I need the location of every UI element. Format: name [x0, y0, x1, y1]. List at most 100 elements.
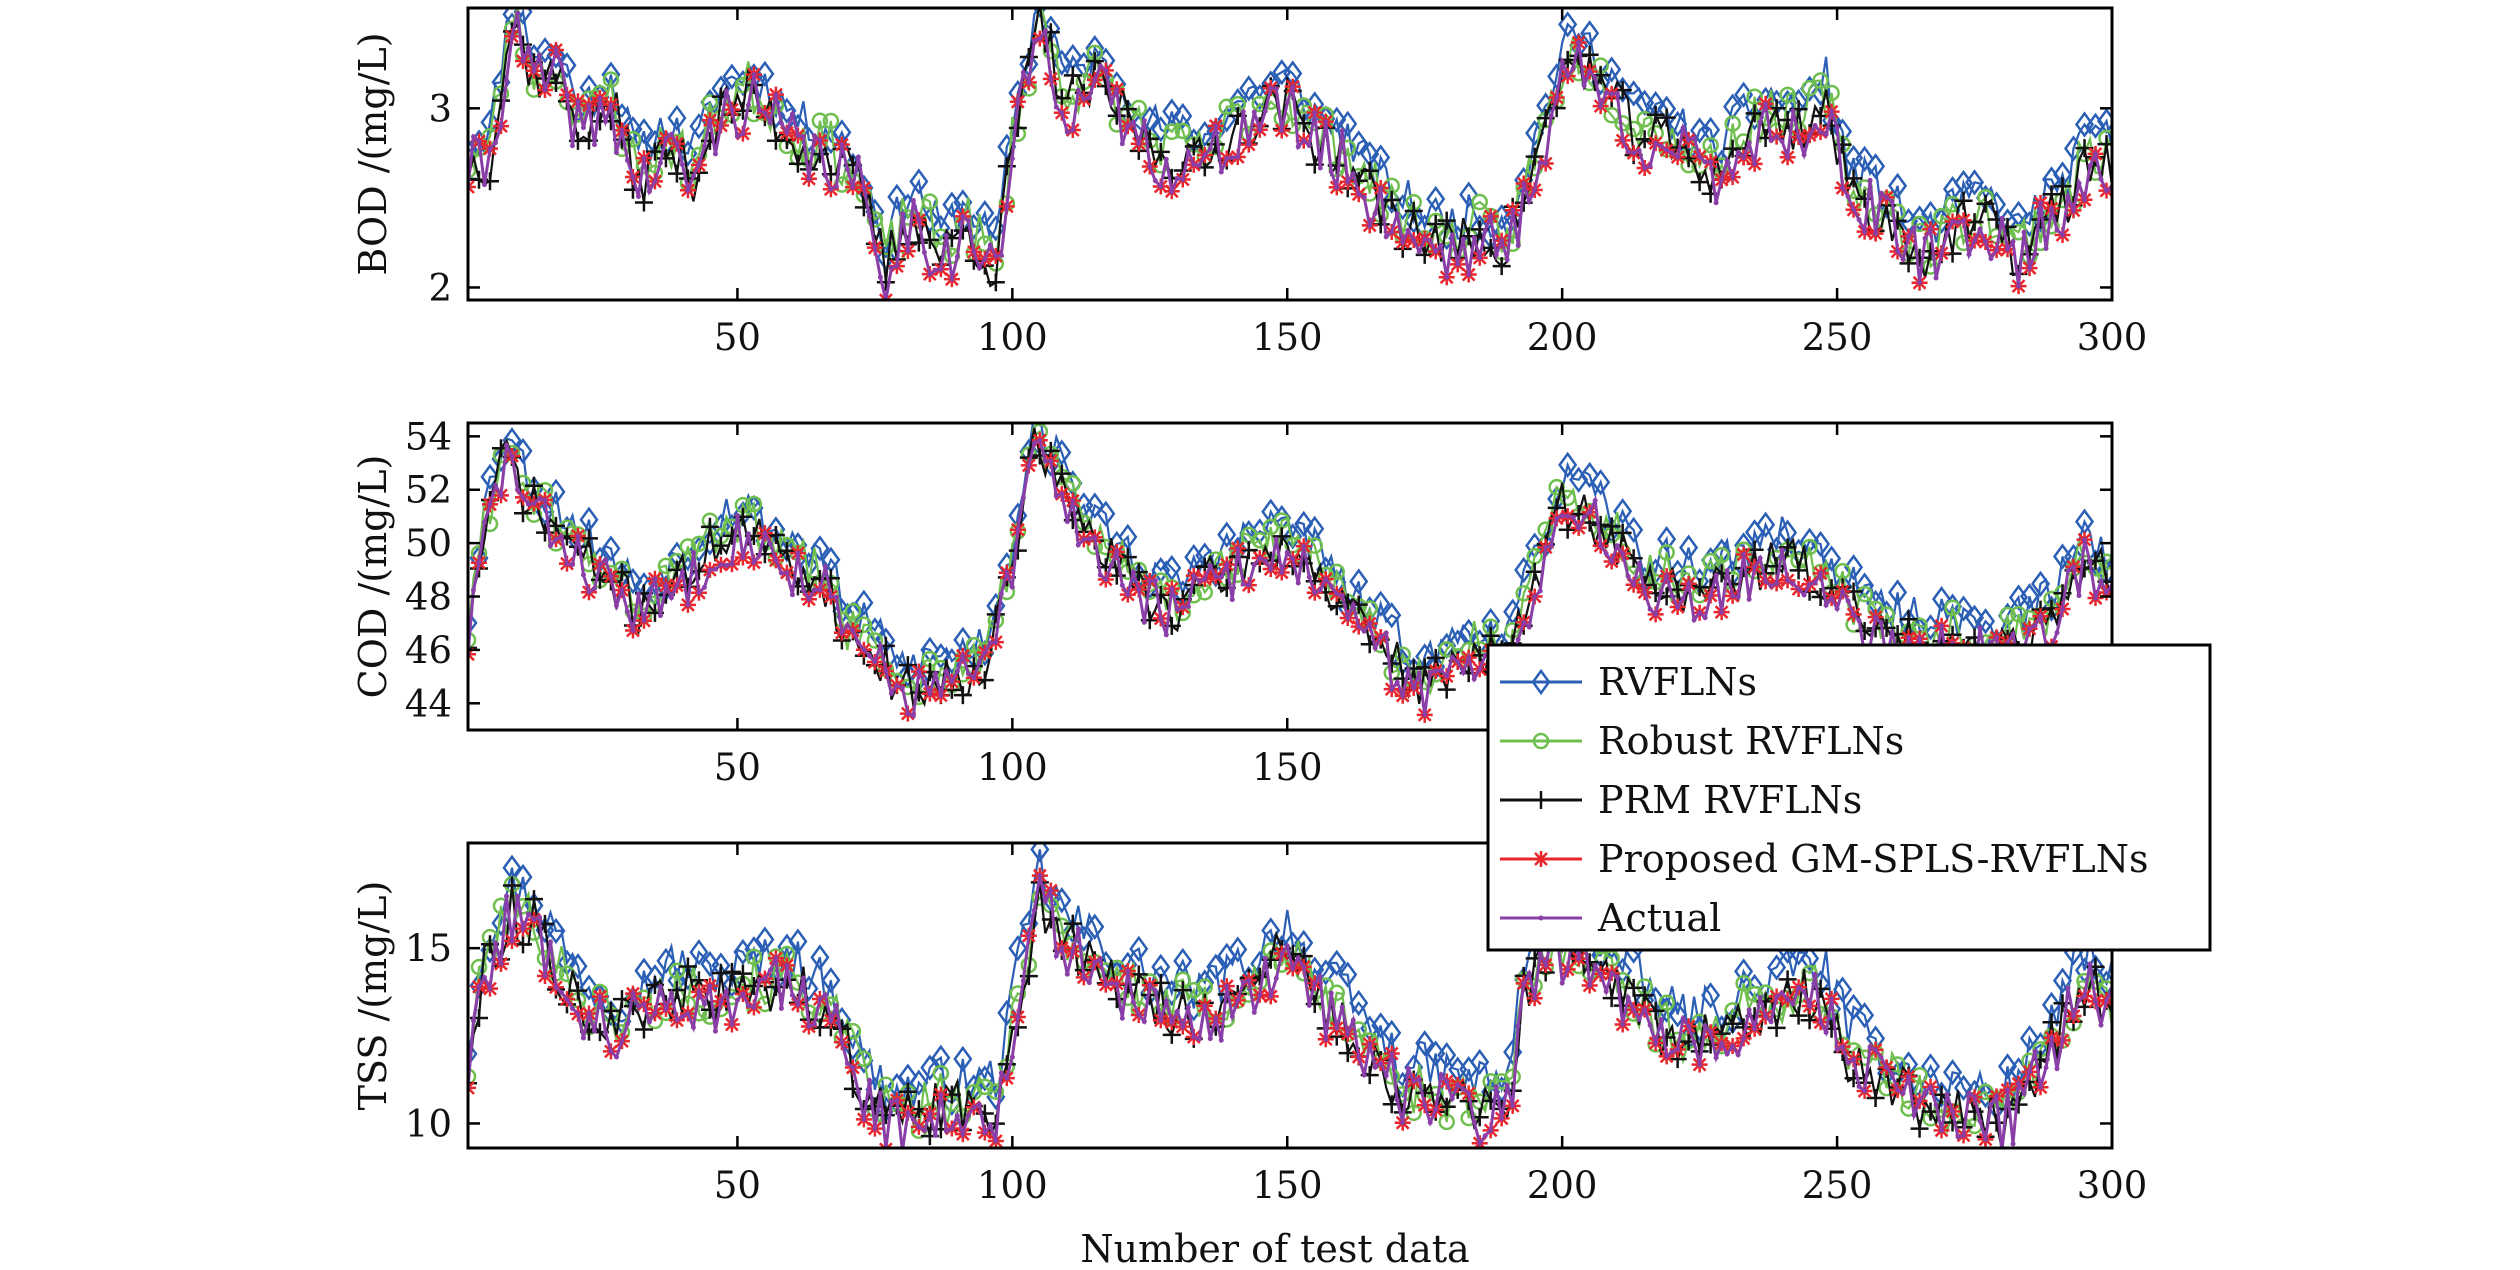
legend-marker — [1532, 791, 1550, 809]
data-point — [1053, 493, 1059, 499]
data-point — [2104, 997, 2110, 1003]
data-point — [1812, 971, 1818, 977]
data-point — [810, 944, 830, 971]
data-point — [1031, 907, 1037, 913]
data-point — [1741, 552, 1747, 558]
data-point — [1928, 1084, 1934, 1090]
data-point — [1669, 150, 1675, 156]
data-point — [1785, 154, 1791, 160]
data-point — [1306, 142, 1312, 148]
data-point — [1719, 1040, 1725, 1046]
data-point — [1845, 1060, 1851, 1066]
data-point — [1800, 945, 1820, 972]
data-point — [1888, 579, 1908, 606]
data-point — [1191, 1034, 1197, 1040]
data-point — [784, 570, 790, 576]
data-point — [1856, 1083, 1862, 1089]
data-point — [520, 926, 526, 932]
data-point — [602, 118, 608, 124]
data-point — [1059, 491, 1065, 497]
data-point — [1262, 108, 1268, 114]
data-point — [916, 217, 922, 223]
data-point — [1020, 495, 1026, 501]
legend-label: PRM RVFLNs — [1598, 778, 1862, 822]
data-point — [1257, 555, 1263, 561]
data-point — [2093, 151, 2099, 157]
data-point — [525, 501, 531, 507]
data-point — [1521, 181, 1527, 187]
data-point — [1038, 8, 1042, 12]
data-point — [1103, 67, 1109, 73]
data-point — [982, 650, 988, 656]
data-point — [476, 560, 482, 566]
data-point — [487, 986, 493, 992]
data-point — [1723, 1014, 1742, 1033]
data-point — [546, 917, 566, 945]
data-point — [575, 98, 581, 104]
data-point — [1273, 536, 1279, 542]
data-point — [986, 273, 1005, 292]
data-point — [920, 1054, 940, 1081]
data-point — [1438, 242, 1444, 248]
data-point — [1972, 238, 1978, 244]
data-point — [1218, 169, 1224, 175]
data-point — [1921, 1053, 1941, 1080]
data-point — [1774, 580, 1780, 586]
data-point — [1147, 578, 1153, 584]
data-point — [1955, 1134, 1961, 1140]
data-point — [1844, 1069, 1863, 1088]
data-point — [1889, 629, 1895, 635]
series-line — [468, 12, 2112, 300]
data-point — [1741, 154, 1747, 160]
data-point — [2104, 589, 2110, 595]
data-point — [1906, 1074, 1912, 1080]
data-point — [1196, 978, 1214, 996]
data-point — [1273, 975, 1279, 981]
data-point — [1466, 272, 1472, 278]
data-point — [1427, 1120, 1433, 1126]
data-point — [674, 1017, 680, 1023]
y-axis-label: COD /(mg/L) — [351, 455, 395, 699]
data-point — [756, 107, 762, 113]
data-point — [542, 973, 548, 979]
data-point — [1316, 959, 1336, 986]
data-point — [1768, 583, 1774, 589]
data-point — [778, 1005, 784, 1011]
data-point — [1295, 580, 1301, 586]
data-point — [1482, 652, 1488, 658]
data-point — [931, 1044, 951, 1071]
data-point — [1658, 544, 1675, 561]
data-point — [1064, 129, 1070, 135]
data-point — [844, 166, 850, 172]
data-point — [1482, 227, 1488, 233]
data-point — [877, 274, 883, 280]
y-tick-label: 50 — [405, 522, 452, 565]
data-point — [1042, 458, 1048, 464]
data-point — [689, 939, 709, 966]
data-point — [1910, 205, 1930, 232]
data-point — [1812, 72, 1829, 89]
data-point — [740, 554, 746, 560]
data-point — [657, 160, 663, 166]
data-point — [1779, 138, 1785, 144]
data-point — [1152, 178, 1158, 184]
data-point — [1301, 138, 1307, 144]
data-point — [667, 981, 686, 1000]
data-point — [975, 671, 994, 690]
y-tick-label: 15 — [405, 927, 452, 970]
data-point — [854, 1047, 874, 1074]
data-point — [1301, 964, 1307, 970]
data-point — [822, 992, 828, 998]
data-point — [766, 977, 785, 996]
data-point — [1268, 85, 1274, 91]
data-point — [1382, 654, 1401, 673]
data-point — [1141, 619, 1147, 625]
data-point — [762, 530, 768, 536]
data-point — [1642, 589, 1648, 595]
data-point — [855, 1050, 873, 1067]
data-point — [674, 582, 680, 588]
data-point — [921, 193, 939, 210]
data-point — [1444, 274, 1450, 280]
data-point — [492, 482, 498, 488]
data-point — [1785, 996, 1791, 1002]
